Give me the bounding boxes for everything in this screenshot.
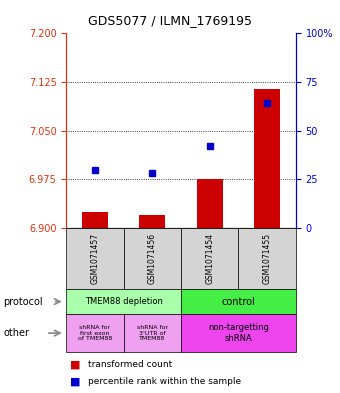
- Text: GDS5077 / ILMN_1769195: GDS5077 / ILMN_1769195: [88, 14, 252, 27]
- Text: control: control: [222, 297, 255, 307]
- Text: TMEM88 depletion: TMEM88 depletion: [85, 297, 163, 306]
- Text: other: other: [3, 328, 29, 338]
- Bar: [254, 88, 280, 228]
- Text: transformed count: transformed count: [88, 360, 173, 369]
- Text: GSM1071457: GSM1071457: [90, 233, 100, 284]
- Text: GSM1071456: GSM1071456: [148, 233, 157, 284]
- Text: shRNA for
first exon
of TMEM88: shRNA for first exon of TMEM88: [78, 325, 112, 342]
- Text: protocol: protocol: [3, 297, 43, 307]
- Bar: [197, 179, 223, 228]
- Text: percentile rank within the sample: percentile rank within the sample: [88, 378, 241, 386]
- Text: GSM1071455: GSM1071455: [262, 233, 272, 284]
- Text: ■: ■: [70, 377, 80, 387]
- Text: shRNA for
3'UTR of
TMEM88: shRNA for 3'UTR of TMEM88: [137, 325, 168, 342]
- Text: GSM1071454: GSM1071454: [205, 233, 214, 284]
- Bar: [82, 212, 108, 228]
- Text: ■: ■: [70, 359, 80, 369]
- Bar: [139, 215, 165, 228]
- Text: non-targetting
shRNA: non-targetting shRNA: [208, 323, 269, 343]
